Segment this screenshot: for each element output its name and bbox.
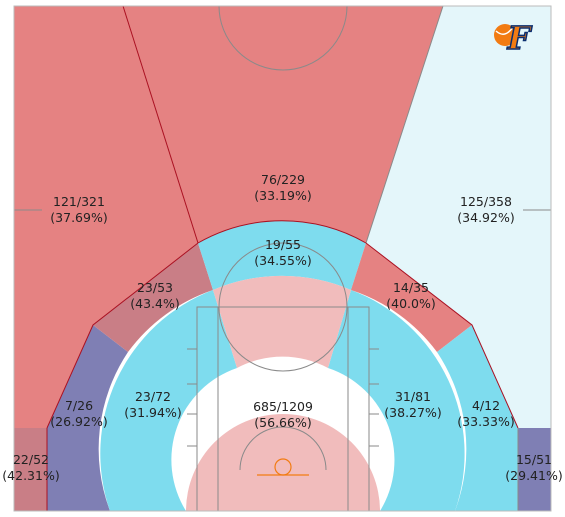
zone-made-attempts: 7/26 (65, 398, 93, 413)
zone-percentage: (56.66%) (254, 415, 311, 430)
restricted-area-label: 685/1209(56.66%) (253, 399, 313, 430)
mid-left-baseline-label: 7/26(26.92%) (50, 398, 107, 429)
restricted-area-zone (186, 414, 380, 511)
paint-center-zone (213, 275, 351, 368)
right-corner-three-label: 15/51(29.41%) (505, 452, 562, 483)
center-circle (218, 6, 348, 71)
zone-percentage: (42.31%) (2, 468, 59, 483)
zone-made-attempts: 19/55 (265, 237, 301, 252)
zone-percentage: (38.27%) (384, 405, 441, 420)
paint-left-zone (100, 290, 237, 511)
zone-made-attempts: 15/51 (516, 452, 552, 467)
zone-made-attempts: 23/72 (135, 389, 171, 404)
three-left-wing-label: 121/321(37.69%) (50, 194, 107, 225)
three-right-wing-label: 125/358(34.92%) (457, 194, 514, 225)
zone-percentage: (43.4%) (130, 296, 179, 311)
zone-percentage: (34.92%) (457, 210, 514, 225)
right-wing-divider (365, 6, 444, 244)
mid-right-wing-zone (351, 243, 472, 352)
hoop (274, 458, 292, 476)
logo-letter: F (507, 19, 533, 57)
paint-right-label: 31/81(38.27%) (384, 389, 441, 420)
free-throw-circle (218, 242, 348, 372)
top-key-zone (198, 220, 366, 290)
zone-percentage: (33.19%) (254, 188, 311, 203)
three-left-wing-zone (14, 6, 198, 428)
court-lines (14, 6, 551, 511)
paint-right-zone (328, 290, 465, 511)
three-point-arc (46, 220, 519, 429)
zone-made-attempts: 125/358 (460, 194, 512, 209)
left-corner-three-label: 22/52(42.31%) (2, 452, 59, 483)
restricted-arc (239, 426, 327, 471)
mid-left-wing-zone (93, 243, 213, 352)
three-top-label: 76/229(33.19%) (254, 172, 311, 203)
three-right-wing-zone (366, 6, 551, 428)
mid-left-baseline-zone (47, 325, 128, 511)
zone-percentage: (33.33%) (457, 414, 514, 429)
right-corner-three-zone (518, 428, 551, 511)
zone-made-attempts: 31/81 (395, 389, 431, 404)
mid-right-baseline-zone (437, 325, 518, 511)
zone-percentage: (34.55%) (254, 253, 311, 268)
fever-logo-icon: F (494, 18, 533, 58)
lane-inner (217, 306, 349, 511)
left-corner-three-zone (14, 428, 47, 511)
zone-percentage: (37.69%) (50, 210, 107, 225)
zone-percentage: (40.0%) (386, 296, 435, 311)
zone-percentage: (31.94%) (124, 405, 181, 420)
mid-right-wing-label: 14/35(40.0%) (386, 280, 435, 311)
zone-percentage: (26.92%) (50, 414, 107, 429)
three-top-zone (123, 6, 443, 243)
paint-left-label: 23/72(31.94%) (124, 389, 181, 420)
top-key-label: 19/55(34.55%) (254, 237, 311, 268)
left-wing-divider (122, 6, 199, 244)
mid-right-baseline-label: 4/12(33.33%) (457, 398, 514, 429)
zone-made-attempts: 685/1209 (253, 399, 313, 414)
zone-made-attempts: 14/35 (393, 280, 429, 295)
zone-percentage: (29.41%) (505, 468, 562, 483)
zone-made-attempts: 23/53 (137, 280, 173, 295)
zone-made-attempts: 121/321 (53, 194, 105, 209)
zone-made-attempts: 4/12 (472, 398, 500, 413)
logo-seam (495, 26, 514, 35)
zone-labels: 685/1209(56.66%) 23/72(31.94%) 31/81(38.… (2, 172, 562, 483)
court-border (13, 5, 552, 512)
zone-made-attempts: 76/229 (261, 172, 305, 187)
zone-made-attempts: 22/52 (13, 452, 49, 467)
mid-left-wing-label: 23/53(43.4%) (130, 280, 179, 311)
